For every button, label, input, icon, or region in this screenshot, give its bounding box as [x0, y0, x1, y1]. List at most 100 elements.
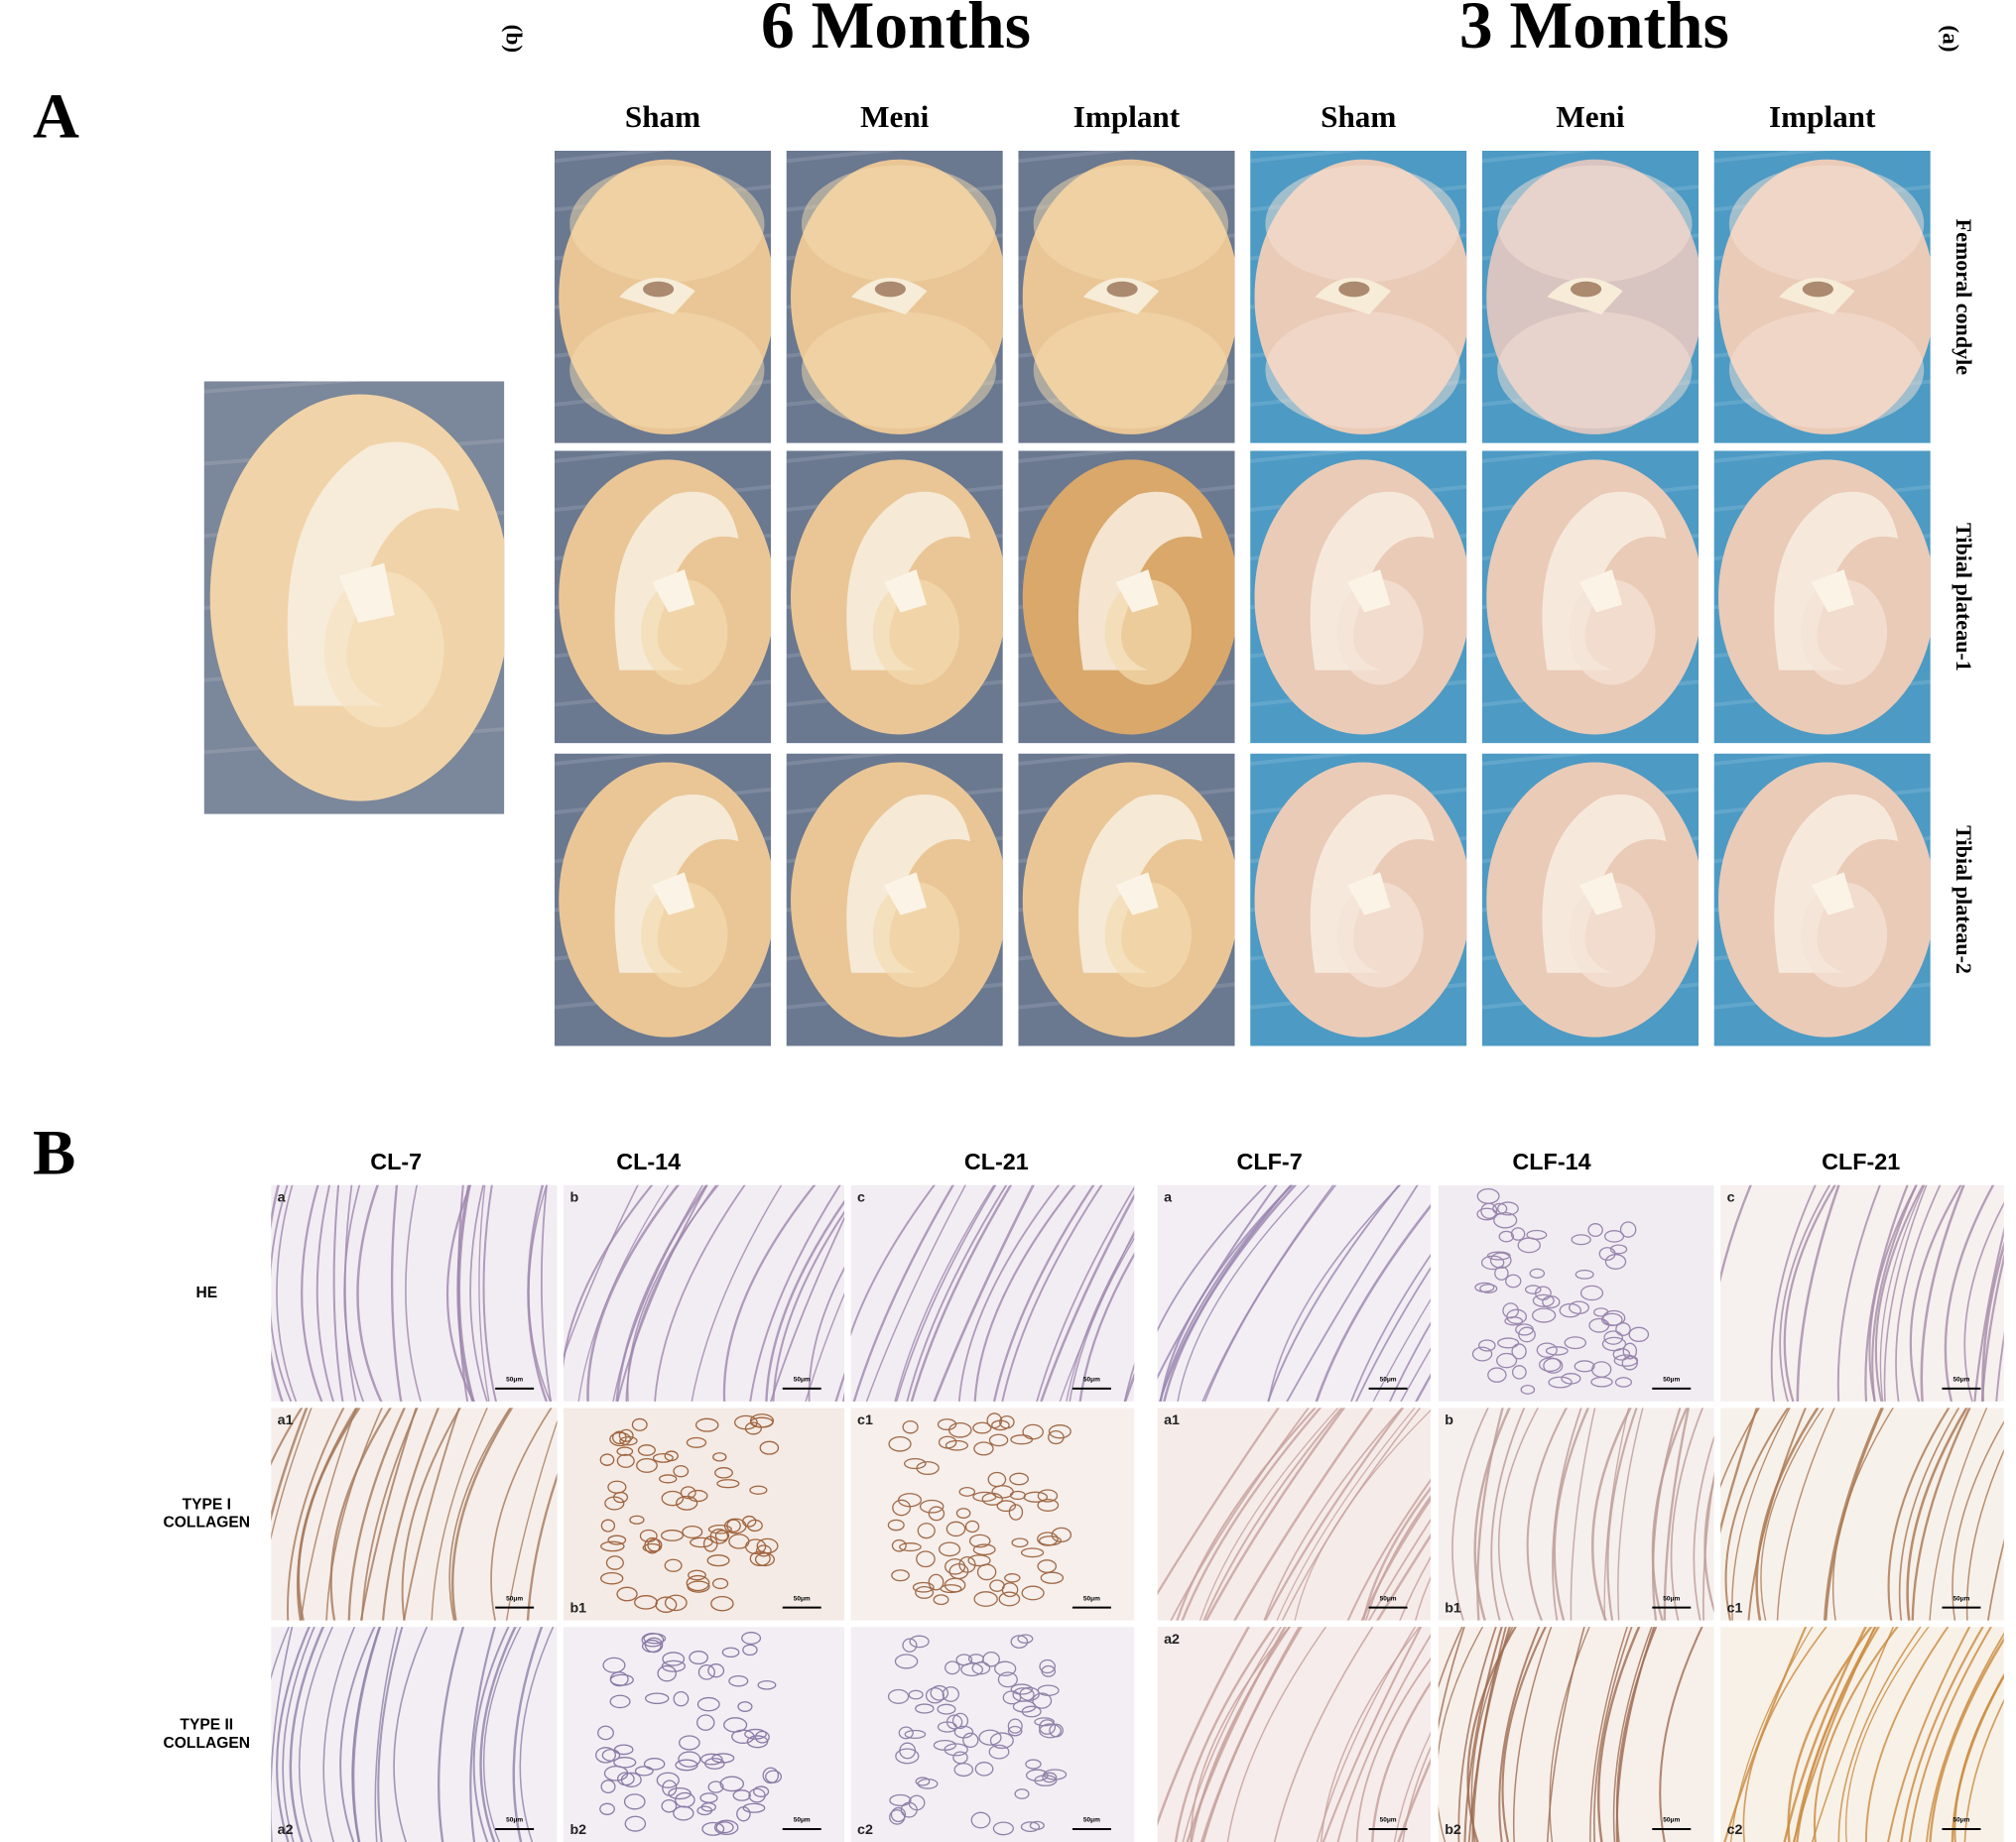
- fiber: [612, 1184, 704, 1402]
- fiber: [287, 1408, 345, 1621]
- drape-texture: [554, 150, 670, 164]
- meniscus-fragment: [1811, 569, 1854, 613]
- fiber-cell: [604, 1496, 625, 1511]
- fiber: [448, 1408, 512, 1621]
- fiber: [1322, 1627, 1423, 1842]
- drape-texture: [786, 450, 901, 463]
- tissue-shade: [1497, 311, 1693, 429]
- fiber: [300, 1408, 357, 1621]
- fiber-cell: [711, 1753, 735, 1764]
- fiber: [482, 1184, 497, 1402]
- fiber-cell: [644, 1536, 661, 1554]
- fiber-cell: [997, 1671, 1018, 1688]
- drape-texture: [1250, 450, 1365, 463]
- fiber: [1078, 1252, 1135, 1402]
- fiber: [1457, 1627, 1497, 1842]
- specimen-photo: [554, 150, 772, 443]
- fiber-cell: [967, 1554, 991, 1567]
- histology-image: [1438, 1627, 1714, 1842]
- fiber-cell: [945, 1558, 966, 1575]
- meniscus-fragment: [1347, 569, 1391, 613]
- fiber-cell: [723, 1518, 747, 1535]
- drape-texture: [554, 753, 670, 767]
- fiber: [374, 1627, 399, 1842]
- fiber: [1883, 1184, 1928, 1402]
- fiber-cell: [915, 1585, 935, 1599]
- histology-image: [271, 1627, 558, 1842]
- fiber: [1438, 1627, 1465, 1730]
- fiber: [526, 1473, 558, 1621]
- fiber-cell: [996, 1500, 1017, 1513]
- specimen-photo: [1250, 753, 1467, 1046]
- fiber-cell: [1526, 1229, 1548, 1240]
- plateau: [1800, 882, 1888, 988]
- fiber-cell: [904, 1457, 927, 1470]
- fiber: [1036, 1185, 1135, 1402]
- fiber-cell: [917, 1779, 939, 1789]
- fiber-cell: [945, 1660, 960, 1675]
- fiber-cell: [1034, 1775, 1058, 1786]
- fiber: [282, 1627, 315, 1842]
- scale-bar-label: 50μm: [1663, 1377, 1680, 1384]
- fiber: [1929, 1408, 1988, 1621]
- fiber-cell: [887, 1519, 905, 1532]
- cell-label: c: [857, 1189, 865, 1205]
- specimen-photo: [554, 450, 772, 744]
- fiber-cell: [1579, 1285, 1604, 1301]
- fiber: [1276, 1408, 1416, 1621]
- fiber-cell: [607, 1535, 627, 1545]
- column-header: CLF-14: [1512, 1149, 1590, 1174]
- fiber: [1837, 1627, 1922, 1842]
- fiber-cell: [679, 1735, 700, 1751]
- cell-label: c: [1727, 1189, 1735, 1205]
- column-header: Implant: [1769, 99, 1876, 134]
- fiber: [347, 1408, 406, 1621]
- fiber: [1591, 1408, 1632, 1621]
- fiber-cell: [972, 1421, 992, 1434]
- fiber: [1355, 1657, 1431, 1842]
- image-background: [271, 1184, 558, 1402]
- fiber-cell: [1037, 1498, 1060, 1512]
- fiber-cell: [623, 1793, 646, 1810]
- fiber-cell: [937, 1418, 957, 1430]
- cell-label: a: [278, 1189, 287, 1205]
- fiber-cell: [1486, 1251, 1511, 1261]
- fiber: [1182, 1627, 1282, 1842]
- fiber-cell: [688, 1569, 706, 1581]
- fiber: [563, 1184, 654, 1371]
- fiber-cell: [1039, 1658, 1056, 1674]
- fiber: [271, 1408, 304, 1466]
- fiber-cell: [600, 1571, 624, 1585]
- fiber-cell: [1021, 1585, 1045, 1601]
- drape-texture: [554, 450, 670, 463]
- fiber: [691, 1184, 783, 1402]
- fiber: [1066, 1233, 1135, 1402]
- fiber-cell: [697, 1664, 715, 1680]
- fiber: [301, 1184, 323, 1402]
- fiber-cell: [895, 1748, 920, 1765]
- specimen-photo: [1713, 450, 1931, 744]
- fiber: [1371, 1680, 1431, 1842]
- fiber-cell: [631, 1417, 648, 1431]
- fiber-cell: [986, 1412, 1003, 1429]
- fiber-cell: [904, 1729, 927, 1740]
- fiber-cell: [1038, 1535, 1063, 1546]
- fiber-cell: [951, 1712, 969, 1730]
- fiber: [329, 1408, 392, 1621]
- fiber-cell: [988, 1433, 1009, 1447]
- fiber-cell: [690, 1536, 713, 1548]
- fiber: [1720, 1184, 1752, 1284]
- fiber: [405, 1184, 422, 1402]
- fiber-cell: [609, 1431, 632, 1447]
- fiber: [271, 1627, 291, 1680]
- fiber-cell: [964, 1520, 980, 1534]
- fiber-cell: [712, 1577, 729, 1590]
- fiber: [1316, 1627, 1417, 1842]
- specimen-photo: [1018, 450, 1235, 744]
- fiber-cell: [661, 1490, 685, 1507]
- fiber: [1202, 1627, 1303, 1842]
- fiber: [1526, 1408, 1569, 1621]
- fiber: [1069, 1237, 1135, 1402]
- fiber: [1176, 1408, 1317, 1621]
- fiber-cell: [1564, 1336, 1587, 1350]
